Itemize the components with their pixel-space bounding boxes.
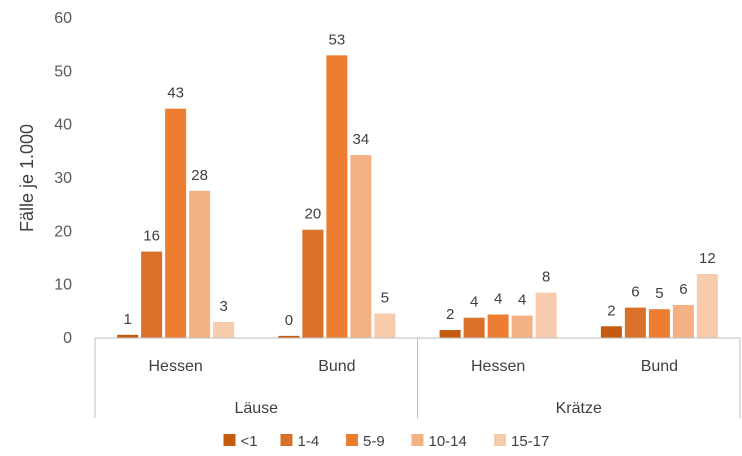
bar (278, 335, 300, 338)
data-label: 12 (699, 250, 716, 267)
legend-swatch (494, 434, 506, 446)
legend-label: <1 (241, 433, 258, 450)
bar (165, 108, 187, 339)
legend-swatch (280, 434, 293, 446)
bar (326, 55, 348, 338)
x-axis: Hessen Bund Hessen Bund Läuse Krätze (94, 337, 741, 418)
category-label: Bund (318, 358, 355, 375)
data-label: 2 (607, 302, 615, 319)
y-tick-label: 60 (54, 10, 72, 27)
data-label: 20 (305, 206, 322, 223)
bar (511, 315, 533, 338)
data-label: 43 (167, 85, 184, 102)
group-label: Krätze (556, 400, 602, 417)
legend-swatch (346, 434, 358, 446)
legend-swatch (411, 434, 424, 446)
bar (141, 251, 163, 338)
bar (350, 155, 372, 338)
legend-label: 1-4 (298, 433, 320, 450)
y-axis-title: Fälle je 1.000 (17, 124, 37, 232)
y-tick-label: 50 (54, 63, 72, 80)
legend: <1 1-4 5-9 10-14 15-17 (223, 433, 549, 450)
bar (535, 292, 557, 338)
group-label: Läuse (234, 400, 278, 417)
y-tick-label: 20 (54, 223, 72, 240)
data-label: 16 (143, 228, 160, 245)
data-label: 5 (655, 285, 663, 302)
data-label: 4 (470, 294, 478, 311)
data-label: 0 (285, 312, 293, 329)
legend-label: 15-17 (511, 433, 549, 450)
data-label: 6 (631, 284, 639, 301)
bar (624, 307, 646, 338)
bar (696, 274, 718, 338)
y-axis: 0 10 20 30 40 50 60 (54, 10, 72, 347)
legend-swatch (223, 434, 236, 446)
bar (600, 326, 622, 338)
y-tick-label: 0 (63, 330, 72, 347)
bar (302, 229, 324, 338)
data-label: 4 (494, 291, 502, 308)
data-label: 4 (518, 292, 526, 309)
legend-label: 5-9 (363, 433, 385, 450)
data-label: 2 (446, 306, 454, 323)
y-tick-label: 10 (54, 277, 72, 294)
data-label: 1 (123, 311, 131, 328)
bar (117, 334, 139, 338)
category-label: Bund (641, 358, 678, 375)
bar (672, 304, 694, 338)
data-label: 6 (679, 281, 687, 298)
bar (213, 322, 235, 338)
bar (463, 317, 485, 338)
y-tick-label: 30 (54, 170, 72, 187)
plot-area (117, 55, 718, 339)
bar (487, 314, 509, 338)
legend-label: 10-14 (429, 433, 467, 450)
bar (648, 309, 670, 338)
data-label: 8 (542, 269, 550, 286)
bar (374, 313, 396, 338)
data-label: 28 (191, 167, 208, 184)
data-label: 53 (329, 31, 346, 48)
bar (439, 330, 461, 338)
data-label: 5 (381, 289, 389, 306)
category-label: Hessen (471, 358, 525, 375)
data-label: 3 (219, 298, 227, 315)
category-label: Hessen (149, 358, 203, 375)
y-tick-label: 40 (54, 117, 72, 134)
data-label: 34 (353, 131, 370, 148)
bar (189, 190, 211, 338)
